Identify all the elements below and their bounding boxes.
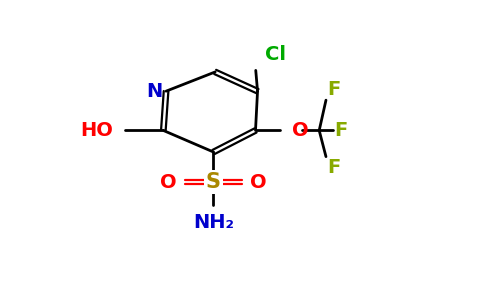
- Text: O: O: [160, 173, 177, 192]
- Text: F: F: [334, 121, 348, 140]
- Text: N: N: [147, 82, 163, 101]
- Text: F: F: [328, 80, 341, 99]
- Text: O: O: [250, 173, 266, 192]
- Text: O: O: [292, 121, 309, 140]
- Text: HO: HO: [80, 121, 113, 140]
- Text: Cl: Cl: [265, 45, 286, 64]
- Text: NH₂: NH₂: [193, 213, 234, 232]
- Text: F: F: [328, 158, 341, 177]
- Text: S: S: [206, 172, 221, 192]
